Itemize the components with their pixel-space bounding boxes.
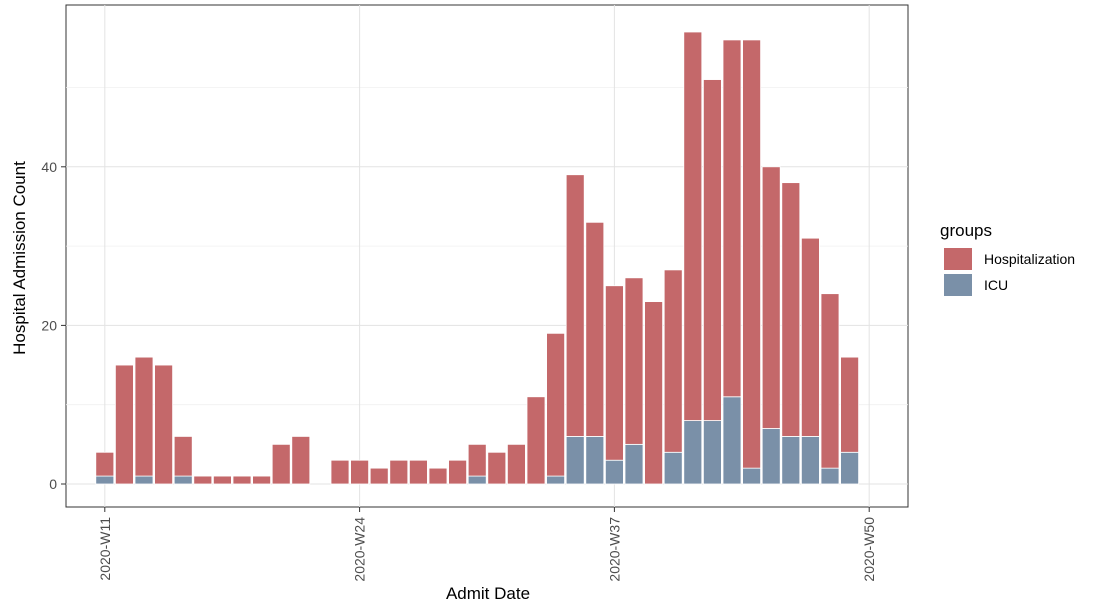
bar-hospitalization bbox=[644, 301, 663, 485]
bar-icu bbox=[703, 420, 722, 485]
y-tick-label: 40 bbox=[41, 159, 57, 175]
bar-hospitalization bbox=[350, 459, 370, 485]
y-axis-title: Hospital Admission Count bbox=[10, 161, 29, 355]
bar-hospitalization bbox=[212, 475, 232, 485]
legend-title: groups bbox=[940, 221, 992, 240]
bar-icu bbox=[546, 475, 565, 485]
bar-hospitalization bbox=[840, 356, 859, 453]
bar-icu bbox=[663, 451, 683, 485]
y-tick-label: 20 bbox=[41, 317, 57, 333]
bar-hospitalization bbox=[546, 332, 565, 477]
bar-hospitalization bbox=[703, 79, 722, 421]
bar-hospitalization bbox=[134, 356, 154, 477]
bar-hospitalization bbox=[291, 436, 311, 485]
bar-hospitalization bbox=[428, 467, 448, 485]
bar-hospitalization bbox=[154, 364, 174, 485]
bar-hospitalization bbox=[271, 443, 291, 485]
bar-hospitalization bbox=[624, 277, 644, 445]
bar-icu bbox=[820, 467, 840, 485]
bar-hospitalization bbox=[448, 459, 468, 485]
bar-hospitalization bbox=[781, 182, 801, 437]
bar-icu bbox=[742, 467, 761, 485]
x-axis-title: Admit Date bbox=[446, 584, 530, 603]
bar-hospitalization bbox=[585, 221, 605, 437]
bar-icu bbox=[134, 475, 154, 485]
legend: groups Hospitalization ICU bbox=[940, 221, 1075, 296]
bar-hospitalization bbox=[467, 443, 487, 477]
bar-hospitalization bbox=[565, 174, 585, 437]
legend-label-icu: ICU bbox=[984, 277, 1008, 293]
bar-hospitalization bbox=[605, 285, 624, 461]
x-tick-label: 2020-W37 bbox=[606, 517, 622, 582]
bar-icu bbox=[173, 475, 193, 485]
legend-key-hospitalization bbox=[944, 248, 972, 270]
bar-hospitalization bbox=[369, 467, 389, 485]
bar-icu bbox=[605, 459, 624, 485]
legend-label-hospitalization: Hospitalization bbox=[984, 251, 1075, 267]
bar-hospitalization bbox=[389, 459, 409, 485]
bar-hospitalization bbox=[252, 475, 272, 485]
bar-icu bbox=[801, 436, 820, 485]
y-tick-label: 0 bbox=[49, 476, 57, 492]
bar-icu bbox=[585, 436, 605, 485]
x-tick-label: 2020-W50 bbox=[861, 517, 877, 582]
bar-hospitalization bbox=[232, 475, 252, 485]
bar-icu bbox=[95, 475, 115, 485]
bar-icu bbox=[781, 436, 801, 485]
bar-icu bbox=[761, 428, 781, 485]
bar-hospitalization bbox=[801, 237, 820, 437]
bar-hospitalization bbox=[506, 443, 526, 485]
x-axis: 2020-W11 2020-W24 2020-W37 2020-W50 bbox=[97, 507, 877, 582]
legend-key-icu bbox=[944, 274, 972, 296]
bar-hospitalization bbox=[193, 475, 213, 485]
bar-hospitalization bbox=[742, 39, 761, 469]
bar-hospitalization bbox=[330, 459, 350, 485]
bar-hospitalization bbox=[487, 451, 507, 485]
bar-hospitalization bbox=[820, 293, 840, 469]
y-axis: 0 20 40 bbox=[41, 159, 66, 492]
bar-hospitalization bbox=[526, 396, 546, 485]
bar-hospitalization bbox=[173, 436, 193, 477]
x-tick-label: 2020-W11 bbox=[97, 517, 113, 581]
bar-hospitalization bbox=[722, 39, 742, 398]
bar-hospitalization bbox=[761, 166, 781, 429]
bar-hospitalization bbox=[408, 459, 428, 485]
bar-icu bbox=[722, 396, 742, 485]
bar-icu bbox=[467, 475, 487, 485]
bar-hospitalization bbox=[663, 269, 683, 453]
bar-hospitalization bbox=[683, 31, 703, 421]
x-tick-label: 2020-W24 bbox=[352, 517, 368, 582]
bar-icu bbox=[624, 443, 644, 485]
bars bbox=[95, 31, 859, 485]
bar-icu bbox=[683, 420, 703, 485]
bar-hospitalization bbox=[95, 451, 115, 477]
bar-icu bbox=[840, 451, 859, 485]
bar-hospitalization bbox=[115, 364, 134, 485]
bar-icu bbox=[565, 436, 585, 485]
